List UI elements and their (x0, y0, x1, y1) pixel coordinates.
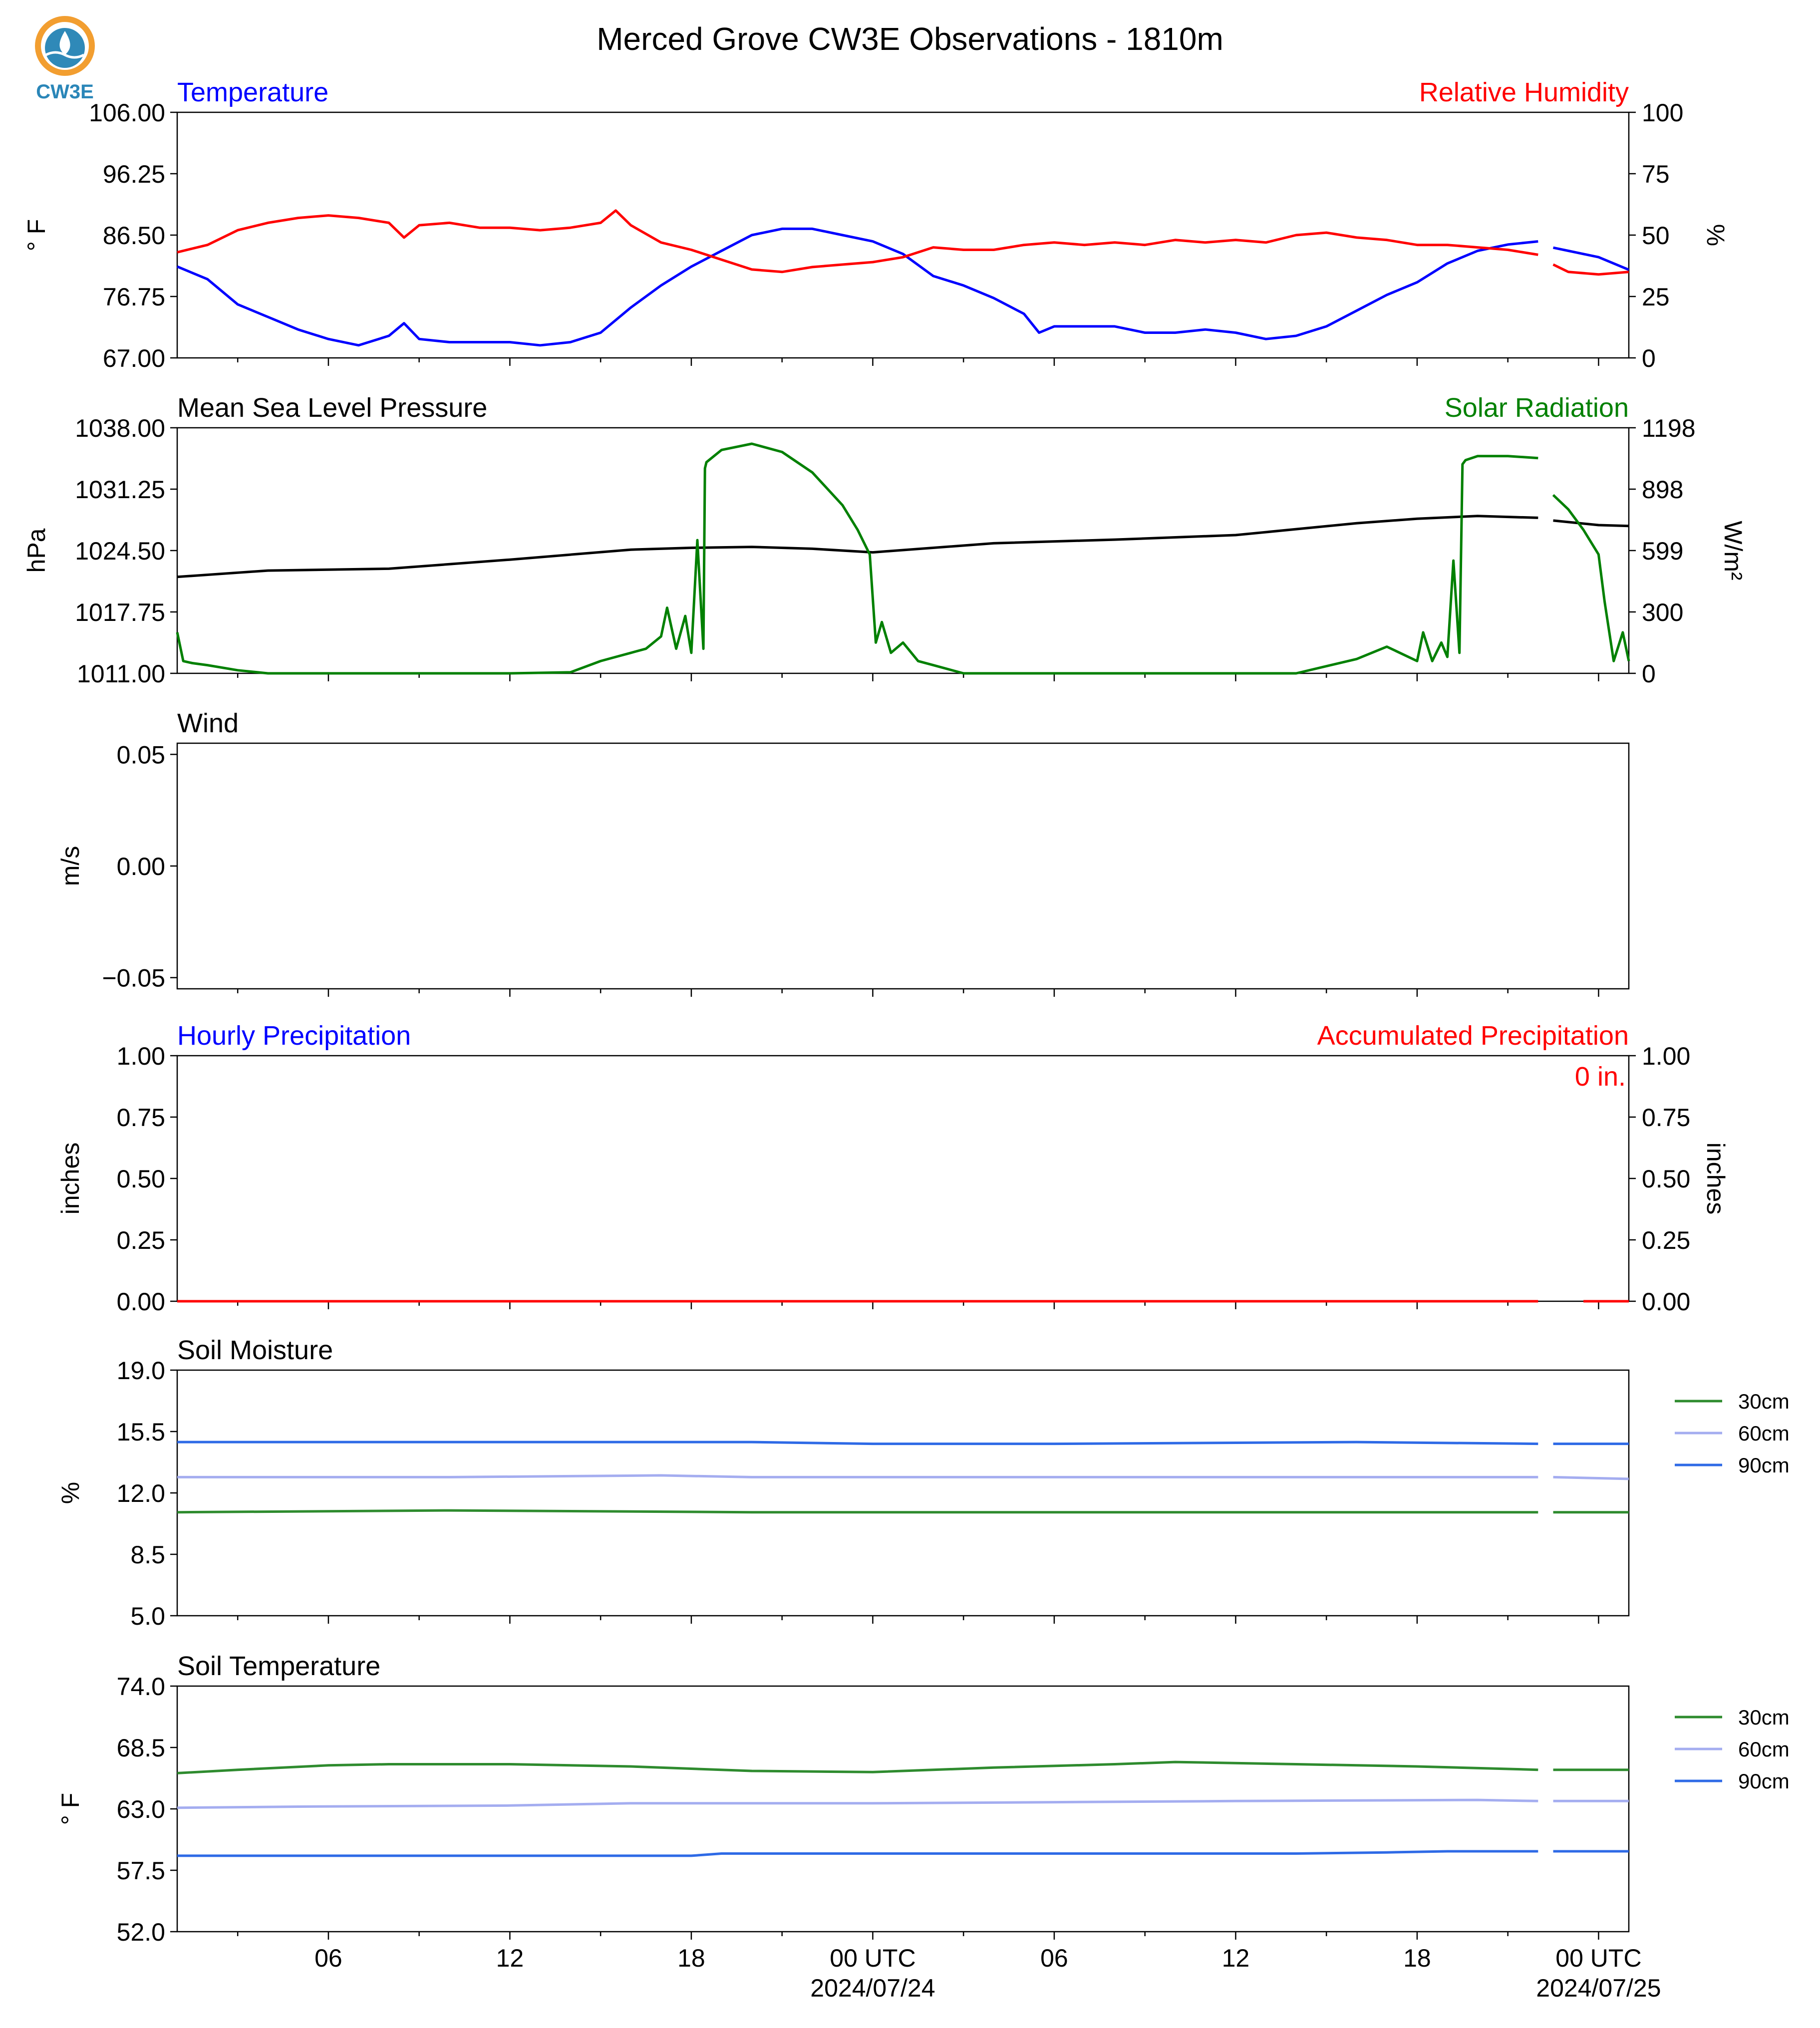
panel-temperature_rh: Temperature Relative Humidity 106.00 96.25 8… (22, 77, 1730, 372)
panel-title-right: Relative Humidity (1419, 77, 1629, 107)
y-tick-label: 96.25 (103, 160, 165, 188)
cw3e-logo: CW3E (35, 16, 95, 103)
panel-soil_moisture: Soil Moisture 19.0 15.5 12.0 8.5 5.0% 30cm 60cm… (56, 1335, 1790, 1630)
y-tick-label: 1017.75 (75, 598, 165, 626)
y-right-axis-label: W/m² (1719, 521, 1747, 580)
y-right-tick-label: 300 (1642, 598, 1683, 626)
y-tick-label: 0.50 (117, 1165, 165, 1193)
legend-label: 60cm (1738, 1738, 1790, 1761)
y-right-tick-label: 1198 (1642, 414, 1696, 442)
legend-label: 30cm (1738, 1706, 1790, 1729)
y-right-tick-label: 0 (1642, 660, 1656, 688)
y-right-tick-label: 0.25 (1642, 1226, 1690, 1254)
y-right-tick-label: 0.50 (1642, 1165, 1690, 1193)
figure-title: Merced Grove CW3E Observations - 1810m (597, 21, 1223, 57)
x-tick-label: 12 (496, 1944, 524, 1972)
x-date-label: 2024/07/24 (810, 1974, 935, 2002)
y-tick-label: 15.5 (117, 1418, 165, 1446)
y-tick-label: 0.00 (117, 1288, 165, 1316)
legend-label: 60cm (1738, 1422, 1790, 1445)
panel-title-left: Hourly Precipitation (177, 1021, 411, 1051)
x-tick-label: 06 (314, 1944, 342, 1972)
series-line-mean-sea-level-pressure (177, 515, 1629, 579)
panel-pressure_solar: Mean Sea Level Pressure Solar Radiation 10… (22, 393, 1747, 688)
y-tick-label: 76.75 (103, 283, 165, 311)
y-tick-label: 68.5 (117, 1734, 165, 1762)
series-line-temperature (177, 227, 1629, 347)
legend-label: 30cm (1738, 1390, 1790, 1413)
y-right-axis-label: inches (1702, 1143, 1730, 1215)
y-axis-label: % (56, 1482, 84, 1504)
series-line-30cm (177, 1509, 1629, 1514)
y-tick-label: 57.5 (117, 1857, 165, 1885)
series-line-60cm (177, 1798, 1629, 1809)
y-right-tick-label: 50 (1642, 222, 1670, 250)
accumulated-total-annotation: 0 in. (1575, 1062, 1626, 1092)
x-tick-label: 18 (1403, 1944, 1431, 1972)
panel-title-right: Accumulated Precipitation (1317, 1021, 1629, 1051)
series-line-30cm (177, 1760, 1629, 1774)
y-tick-label: 5.0 (130, 1602, 165, 1630)
panel-soil_temperature: Soil Temperature 74.0 68.5 63.0 57.5 52.0 ° F 3… (56, 1651, 1790, 1946)
x-tick-label: 18 (677, 1944, 705, 1972)
logo-text: CW3E (36, 81, 94, 103)
panel-title-left: Soil Moisture (177, 1335, 333, 1365)
x-tick-label: 00 UTC (830, 1944, 915, 1972)
y-tick-label: 19.0 (117, 1357, 165, 1385)
y-right-tick-label: 1.00 (1642, 1042, 1690, 1070)
series-line-60cm (177, 1474, 1629, 1480)
y-right-tick-label: 0 (1642, 344, 1656, 372)
y-right-tick-label: 100 (1642, 99, 1683, 127)
y-tick-label: 74.0 (117, 1673, 165, 1701)
x-tick-label: 06 (1040, 1944, 1068, 1972)
y-tick-label: 106.00 (89, 99, 165, 127)
y-right-tick-label: 898 (1642, 476, 1683, 504)
y-axis-label: m/s (56, 846, 84, 886)
y-axis-label: inches (56, 1143, 84, 1215)
y-right-tick-label: 599 (1642, 537, 1683, 565)
panel-title-left: Wind (177, 708, 239, 738)
series-line-90cm (177, 1441, 1629, 1446)
x-tick-label: 00 UTC (1555, 1944, 1641, 1972)
panel-precipitation: Hourly Precipitation Accumulated Precipit… (56, 1021, 1730, 1316)
x-date-label: 2024/07/25 (1536, 1974, 1661, 2002)
series-line-relative-humidity (177, 209, 1629, 276)
x-tick-label: 12 (1222, 1944, 1250, 1972)
y-tick-label: 1038.00 (75, 414, 165, 442)
y-tick-label: 0.25 (117, 1226, 165, 1254)
y-right-tick-label: 0.75 (1642, 1104, 1690, 1132)
y-tick-label: 0.05 (117, 741, 165, 769)
logo-drop-icon (59, 31, 70, 55)
panel-title-left: Soil Temperature (177, 1651, 380, 1681)
y-tick-label: 52.0 (117, 1918, 165, 1946)
series-line-90cm (177, 1850, 1629, 1857)
y-axis-label: ° F (56, 1793, 84, 1825)
y-axis-label: ° F (22, 219, 50, 251)
y-tick-label: 0.75 (117, 1104, 165, 1132)
y-axis-label: hPa (22, 528, 50, 573)
y-tick-label: −0.05 (102, 964, 165, 992)
y-tick-label: 63.0 (117, 1795, 165, 1823)
legend-label: 90cm (1738, 1453, 1790, 1477)
y-right-axis-label: % (1702, 224, 1730, 246)
y-tick-label: 1031.25 (75, 476, 165, 504)
y-tick-label: 0.00 (117, 853, 165, 880)
series-line-solar-radiation (176, 442, 1630, 675)
y-tick-label: 67.00 (103, 344, 165, 372)
panel-title-left: Mean Sea Level Pressure (177, 393, 487, 423)
panel-title-right: Solar Radiation (1445, 393, 1629, 423)
y-tick-label: 1024.50 (75, 537, 165, 565)
panel-wind: Wind 0.05 0.00 −0.05 m/s (56, 708, 1630, 997)
y-tick-label: 86.50 (103, 222, 165, 250)
panel-title-left: Temperature (177, 77, 328, 107)
legend-label: 90cm (1738, 1769, 1790, 1793)
y-tick-label: 1011.00 (77, 660, 165, 688)
y-right-tick-label: 75 (1642, 160, 1670, 188)
y-tick-label: 1.00 (117, 1042, 165, 1070)
y-right-tick-label: 0.00 (1642, 1288, 1690, 1316)
y-right-tick-label: 25 (1642, 283, 1670, 311)
y-tick-label: 12.0 (117, 1479, 165, 1507)
y-tick-label: 8.5 (130, 1541, 165, 1569)
